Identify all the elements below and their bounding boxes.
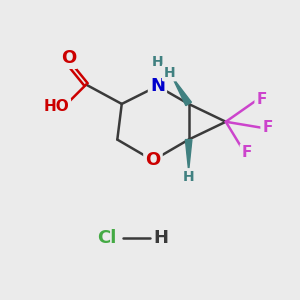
Text: Cl: Cl bbox=[97, 229, 117, 247]
Polygon shape bbox=[172, 77, 191, 106]
Text: F: F bbox=[242, 146, 252, 160]
Text: H: H bbox=[164, 66, 175, 80]
Text: H: H bbox=[153, 229, 168, 247]
Text: HO: HO bbox=[44, 99, 69, 114]
Polygon shape bbox=[185, 140, 192, 171]
Text: F: F bbox=[262, 120, 273, 135]
Text: O: O bbox=[145, 152, 160, 169]
Text: F: F bbox=[256, 92, 267, 107]
Text: O: O bbox=[61, 49, 76, 67]
Text: H: H bbox=[152, 55, 163, 69]
Text: N: N bbox=[150, 77, 165, 95]
Text: H: H bbox=[183, 170, 194, 184]
